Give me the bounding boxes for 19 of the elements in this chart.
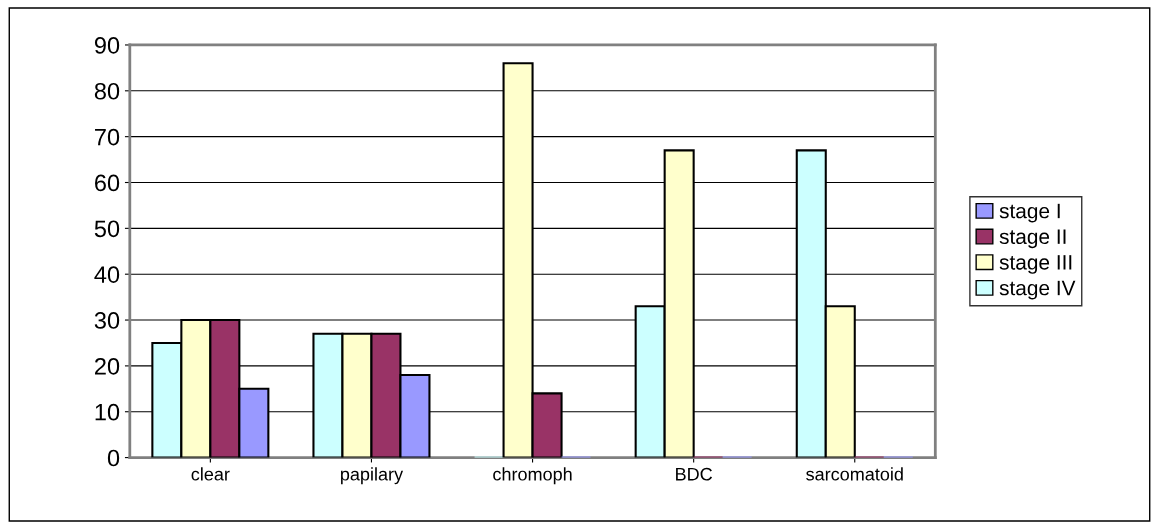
y-tick-label: 10 xyxy=(95,403,120,421)
legend-label: stage I xyxy=(999,203,1060,223)
y-tick-label: 60 xyxy=(95,174,120,192)
y-tick-label: 30 xyxy=(94,312,120,329)
y-tick-label: 90 xyxy=(94,37,120,54)
x-tick-label: BDC xyxy=(676,467,713,481)
y-tick-label: 50 xyxy=(94,220,120,238)
y-tick-label: 80 xyxy=(94,82,120,100)
x-tick-label: papilary xyxy=(341,467,404,485)
y-tick-label: 40 xyxy=(94,266,120,283)
x-tick-label: clear xyxy=(191,467,230,481)
y-tick-label: 70 xyxy=(95,128,120,146)
y-tick-label: 20 xyxy=(95,357,120,375)
legend-label: stage III xyxy=(999,255,1072,274)
x-tick-label: sarcomatoid xyxy=(806,467,903,481)
x-tick-label: chromoph xyxy=(493,467,572,485)
y-tick-label: 0 xyxy=(107,449,120,467)
legend-label: stage IV xyxy=(999,280,1076,300)
legend-label: stage II xyxy=(999,229,1066,249)
